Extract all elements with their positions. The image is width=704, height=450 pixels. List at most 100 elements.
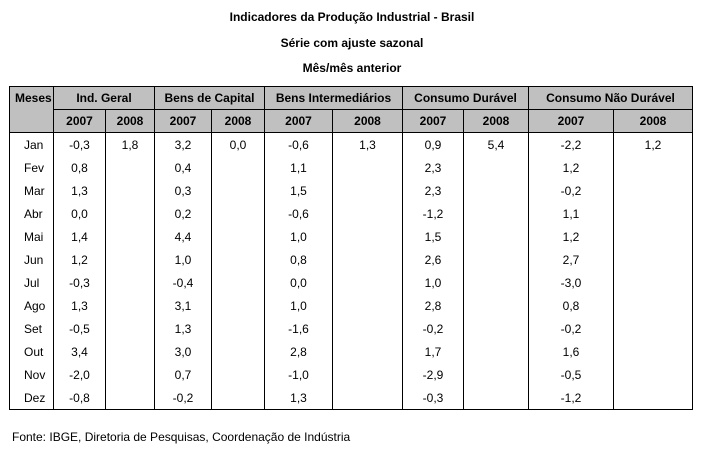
value-cell bbox=[463, 340, 529, 363]
value-cell: -0,2 bbox=[528, 179, 614, 202]
value-cell: 0,2 bbox=[154, 202, 212, 225]
value-cell bbox=[463, 294, 529, 317]
value-cell: 1,8 bbox=[105, 132, 155, 156]
value-cell: -3,0 bbox=[528, 271, 614, 294]
group-header-consumo-duravel: Consumo Durável bbox=[402, 86, 529, 110]
value-cell bbox=[613, 271, 693, 294]
value-cell bbox=[463, 271, 529, 294]
table-subtitle: Série com ajuste sazonal bbox=[280, 36, 424, 50]
value-cell bbox=[105, 156, 155, 179]
value-cell bbox=[332, 179, 403, 202]
value-cell: 0,0 bbox=[211, 132, 265, 156]
source-note: Fonte: IBGE, Diretoria de Pesquisas, Coo… bbox=[12, 430, 351, 444]
indicators-table: Meses Ind. Geral Bens de Capital Bens In… bbox=[9, 86, 693, 410]
value-cell: 0,8 bbox=[528, 294, 614, 317]
value-cell: 5,4 bbox=[463, 132, 529, 156]
value-cell bbox=[211, 156, 265, 179]
value-cell: -0,6 bbox=[264, 132, 333, 156]
table-row: Ago 1,3 3,1 1,0 2,8 0,8 bbox=[10, 294, 693, 317]
value-cell: 0,4 bbox=[154, 156, 212, 179]
table-row: Mai 1,4 4,4 1,0 1,5 1,2 bbox=[10, 225, 693, 248]
value-cell: -0,2 bbox=[528, 317, 614, 340]
value-cell bbox=[105, 386, 155, 410]
value-cell bbox=[211, 294, 265, 317]
year-header: 2007 bbox=[528, 109, 614, 133]
value-cell: 2,3 bbox=[402, 179, 464, 202]
value-cell bbox=[463, 363, 529, 386]
month-cell: Ago bbox=[24, 298, 46, 313]
value-cell: 1,5 bbox=[402, 225, 464, 248]
value-cell: -2,9 bbox=[402, 363, 464, 386]
value-cell bbox=[211, 386, 265, 410]
value-cell: -1,0 bbox=[264, 363, 333, 386]
value-cell bbox=[105, 317, 155, 340]
value-cell: 1,1 bbox=[264, 156, 333, 179]
month-cell: Mar bbox=[24, 183, 45, 198]
value-cell bbox=[613, 225, 693, 248]
value-cell bbox=[463, 225, 529, 248]
group-header-consumo-nao-duravel: Consumo Não Durável bbox=[528, 86, 693, 110]
value-cell: 2,8 bbox=[264, 340, 333, 363]
year-header: 2007 bbox=[264, 109, 333, 133]
value-cell bbox=[613, 202, 693, 225]
value-cell bbox=[105, 202, 155, 225]
month-cell: Jul bbox=[24, 275, 40, 290]
value-cell bbox=[463, 179, 529, 202]
value-cell: 4,4 bbox=[154, 225, 212, 248]
value-cell: 1,2 bbox=[53, 248, 106, 271]
value-cell bbox=[613, 317, 693, 340]
value-cell: 0,3 bbox=[154, 179, 212, 202]
value-cell bbox=[105, 179, 155, 202]
value-cell bbox=[211, 202, 265, 225]
value-cell: 2,7 bbox=[528, 248, 614, 271]
value-cell: 1,1 bbox=[528, 202, 614, 225]
value-cell: -2,2 bbox=[528, 132, 614, 156]
value-cell bbox=[332, 202, 403, 225]
table-row: Jan -0,3 1,8 3,2 0,0 -0,6 1,3 0,9 5,4 -2,2 1,2 bbox=[10, 132, 693, 156]
table-row: Fev 0,8 0,4 1,1 2,3 1,2 bbox=[10, 156, 693, 179]
month-cell: Jun bbox=[24, 252, 44, 267]
value-cell bbox=[613, 294, 693, 317]
value-cell: 1,0 bbox=[402, 271, 464, 294]
group-header-ind-geral: Ind. Geral bbox=[53, 86, 155, 110]
value-cell bbox=[105, 363, 155, 386]
table-row: Out 3,4 3,0 2,8 1,7 1,6 bbox=[10, 340, 693, 363]
value-cell bbox=[332, 294, 403, 317]
value-cell: 1,3 bbox=[53, 179, 106, 202]
year-header: 2007 bbox=[154, 109, 212, 133]
value-cell bbox=[613, 156, 693, 179]
value-cell: 2,8 bbox=[402, 294, 464, 317]
value-cell: 0,0 bbox=[264, 271, 333, 294]
month-cell: Nov bbox=[24, 367, 46, 382]
value-cell bbox=[211, 340, 265, 363]
value-cell: -2,0 bbox=[53, 363, 106, 386]
value-cell: 1,0 bbox=[264, 294, 333, 317]
value-cell: -0,4 bbox=[154, 271, 212, 294]
table-row: Nov -2,0 0,7 -1,0 -2,9 -0,5 bbox=[10, 363, 693, 386]
value-cell: -1,6 bbox=[264, 317, 333, 340]
value-cell bbox=[211, 317, 265, 340]
value-cell: 1,0 bbox=[154, 248, 212, 271]
month-cell: Mai bbox=[24, 229, 44, 244]
value-cell bbox=[613, 340, 693, 363]
month-cell: Fev bbox=[24, 160, 45, 175]
value-cell: 1,4 bbox=[53, 225, 106, 248]
value-cell: 0,8 bbox=[53, 156, 106, 179]
value-cell: 1,2 bbox=[528, 225, 614, 248]
year-header: 2008 bbox=[211, 109, 265, 133]
value-cell: 1,3 bbox=[332, 132, 403, 156]
year-header: 2007 bbox=[402, 109, 464, 133]
value-cell: 3,4 bbox=[53, 340, 106, 363]
value-cell bbox=[332, 225, 403, 248]
year-header: 2007 bbox=[53, 109, 106, 133]
months-header: Meses bbox=[9, 86, 54, 133]
value-cell bbox=[613, 363, 693, 386]
value-cell bbox=[211, 248, 265, 271]
value-cell: -0,8 bbox=[53, 386, 106, 410]
value-cell: 0,8 bbox=[264, 248, 333, 271]
value-cell bbox=[211, 179, 265, 202]
value-cell: -0,6 bbox=[264, 202, 333, 225]
value-cell bbox=[463, 386, 529, 410]
value-cell: 1,6 bbox=[528, 340, 614, 363]
value-cell: -0,5 bbox=[528, 363, 614, 386]
